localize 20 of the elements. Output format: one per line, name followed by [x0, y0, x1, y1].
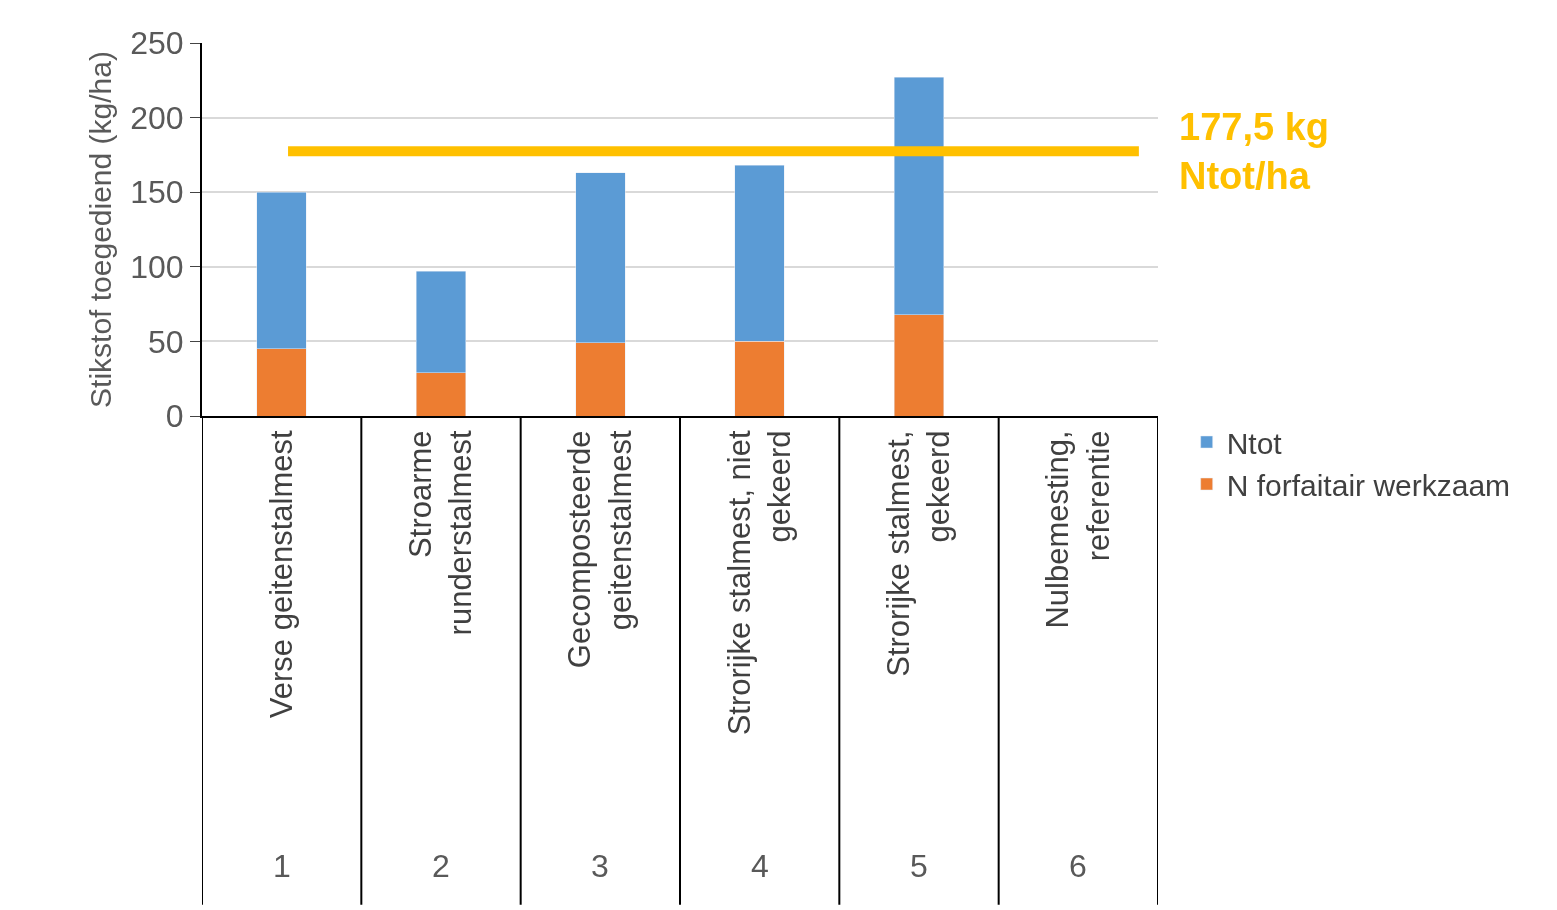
y-tick-label: 200 — [130, 99, 184, 136]
y-tick-label: 0 — [165, 398, 184, 435]
legend-label: Ntot — [1226, 426, 1283, 460]
text: 3 — [591, 848, 609, 884]
y-tick-label: 100 — [130, 249, 184, 285]
x-tick-label: Strorijke stalmest, gekeerd — [880, 430, 957, 677]
y-tick-label: 150 — [130, 174, 184, 211]
y-tick-label: 250 — [130, 25, 184, 62]
text: 5 — [910, 848, 928, 884]
x-tick-label: Stroarme runderstalmest — [402, 430, 479, 636]
x-tick-label: Verse geitenstalmest — [263, 430, 299, 719]
y-axis-title: Stikstof toegediend (kg/ha) — [83, 51, 117, 408]
text: 4 — [751, 848, 769, 884]
text: 2 — [432, 848, 450, 884]
legend-label: N forfaitair werkzaam — [1226, 468, 1511, 502]
y-tick-label: 50 — [148, 323, 184, 360]
text: 1 — [273, 848, 291, 884]
text: 6 — [1069, 848, 1087, 884]
ref-line-label: 177,5 kg Ntot/ha — [1179, 106, 1329, 198]
x-tick-label: Strorijke stalmest, niet gekeerd — [721, 430, 797, 736]
